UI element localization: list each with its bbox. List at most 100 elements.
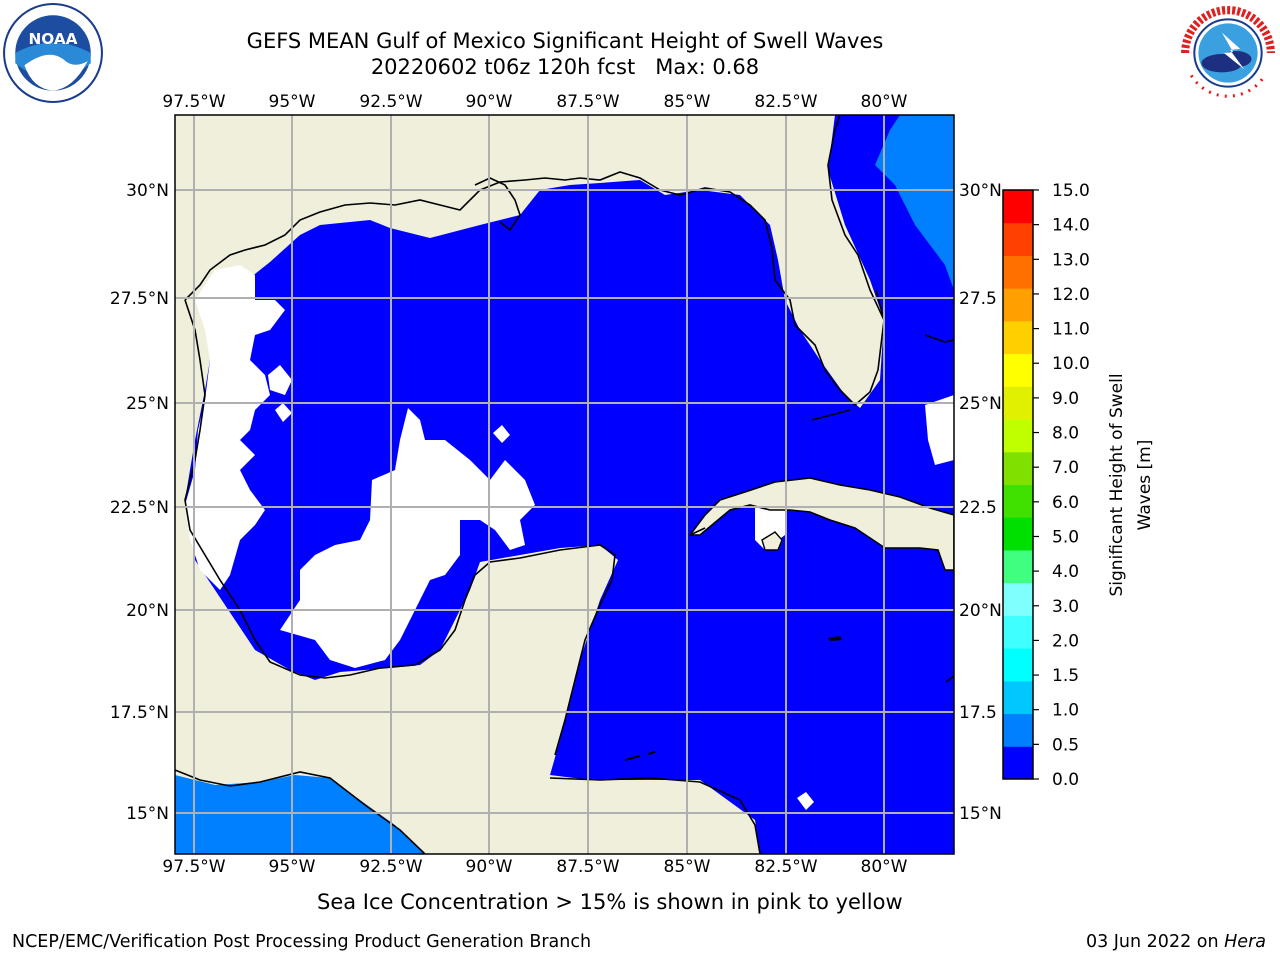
- top-lon-tick-label: 85°W: [664, 92, 711, 112]
- left-lat-tick-label: 17.5°N: [110, 703, 169, 723]
- colorbar-segment: [1003, 320, 1033, 355]
- colorbar-segment: [1003, 713, 1033, 747]
- left-lat-tick-label: 30°N: [126, 181, 169, 201]
- bahamas-island: [924, 334, 954, 343]
- jamaica-edge: [945, 675, 954, 683]
- colorbar-segment: [1003, 615, 1033, 649]
- top-lon-tick-label: 87.5°W: [556, 92, 619, 112]
- right-lat-tick-label: 27.5: [959, 289, 997, 309]
- top-lon-tick-label: 80°W: [861, 92, 908, 112]
- no-data-patch-center: [280, 408, 535, 668]
- colorbar-segment: [1003, 190, 1033, 224]
- colorbar-segment: [1003, 222, 1033, 256]
- colorbar-tick-label: 7.0: [1052, 458, 1079, 478]
- nws-logo: [1180, 5, 1276, 101]
- isla-juventud: [761, 531, 783, 551]
- top-lon-tick-label: 97.5°W: [162, 92, 225, 112]
- no-data-patch-west: [185, 265, 285, 590]
- swell-field-gulf: [185, 115, 954, 854]
- coastline-florida-east: [875, 289, 885, 321]
- right-lat-tick-label: 17.5: [959, 703, 997, 723]
- swell-field-pacific: [175, 775, 425, 854]
- bottom-lon-tick-label: 92.5°W: [359, 857, 422, 877]
- colorbar-tick-label: 15.0: [1052, 181, 1090, 201]
- map-area: [175, 115, 954, 854]
- right-lat-tick-label: 20°N: [959, 601, 1002, 621]
- colorbar: 0.0 0.5 1.0 1.5 2.0 3.0 4.0 5.0 6.0 7.0 8.0 9.0 10.0…: [1002, 181, 1090, 790]
- colorbar-segment: [1003, 648, 1033, 682]
- colorbar-segment: [1003, 746, 1033, 780]
- footer-date-text: 03 Jun 2022 on: [1085, 932, 1225, 952]
- cuba-west-tip: [689, 527, 706, 536]
- no-data-patch-small2: [198, 488, 222, 507]
- colorbar-tick-label: 12.0: [1052, 285, 1090, 305]
- coastline-gulf: [184, 115, 885, 407]
- left-lat-tick-label: 22.5°N: [110, 498, 169, 518]
- colorbar-tick-label: 13.0: [1052, 250, 1090, 270]
- colorbar-tick-label: 8.0: [1052, 424, 1079, 444]
- axis-ticks: 97.5°W 97.5°W 95°W 95°W 92.5°W 92.5°W 90°W 90°W…: [110, 92, 1002, 877]
- coastline-central-america: [549, 777, 761, 854]
- colorbar-tick-label: 1.0: [1052, 701, 1079, 721]
- colorbar-tick-label: 3.0: [1052, 597, 1079, 617]
- colorbar-tick-label: 9.0: [1052, 389, 1079, 409]
- svg-text:NOAA: NOAA: [28, 30, 77, 48]
- colorbar-segment: [1003, 451, 1033, 485]
- cuba-land: [688, 477, 954, 571]
- colorbar-tick-label: 1.5: [1052, 666, 1079, 686]
- bottom-lon-tick-label: 97.5°W: [162, 857, 225, 877]
- top-lon-tick-label: 92.5°W: [359, 92, 422, 112]
- honduras-islands: [624, 751, 656, 761]
- gridlines: [175, 115, 954, 854]
- colorbar-tick-label: 11.0: [1052, 320, 1090, 340]
- colorbar-frame: [1002, 189, 1034, 780]
- cayman-island: [828, 636, 842, 641]
- colorbar-segment: [1003, 582, 1033, 616]
- right-lat-tick-label: 15°N: [959, 804, 1002, 824]
- colorbar-tick-label: 5.0: [1052, 527, 1079, 547]
- caption: Sea Ice Concentration > 15% is shown in …: [317, 890, 903, 914]
- colorbar-tick-label: 4.0: [1052, 562, 1079, 582]
- top-lon-tick-label: 95°W: [269, 92, 316, 112]
- map-subtitle: 20220602 t06z 120h fcst Max: 0.68: [370, 55, 760, 79]
- map-title: GEFS MEAN Gulf of Mexico Significant Hei…: [246, 29, 884, 53]
- map-frame: [174, 114, 955, 855]
- bottom-lon-tick-label: 90°W: [466, 857, 513, 877]
- bottom-lon-tick-label: 80°W: [861, 857, 908, 877]
- coastline-pacific: [175, 769, 426, 854]
- colorbar-segment: [1003, 353, 1033, 387]
- colorbar-label-line1: Significant Height of Swell: [1107, 373, 1127, 596]
- left-lat-tick-label: 20°N: [126, 601, 169, 621]
- no-data-patch-small4: [268, 365, 292, 395]
- colorbar-tick-label: 0.5: [1052, 735, 1079, 755]
- noaa-logo: NOAA: [3, 3, 103, 103]
- right-lat-tick-label: 22.5: [959, 498, 997, 518]
- colorbar-tick-label: 0.0: [1052, 770, 1079, 790]
- colorbar-segment: [1003, 255, 1033, 289]
- colorbar-segment: [1003, 549, 1033, 584]
- florida-keys: [811, 409, 851, 421]
- right-lat-tick-label: 30°N: [959, 181, 1002, 201]
- no-data-patch-small1: [493, 425, 510, 443]
- no-data-patch-small6: [797, 792, 814, 810]
- colorbar-segment: [1003, 680, 1033, 715]
- left-lat-tick-label: 27.5°N: [110, 289, 169, 309]
- colorbar-segment: [1003, 517, 1033, 551]
- swell-field-atlantic: [875, 115, 954, 290]
- colorbar-tick-label: 6.0: [1052, 493, 1079, 513]
- bottom-lon-tick-label: 82.5°W: [754, 857, 817, 877]
- top-lon-tick-label: 82.5°W: [754, 92, 817, 112]
- left-lat-tick-label: 25°N: [126, 394, 169, 414]
- footer-host: Hera: [1224, 932, 1266, 952]
- colorbar-segment: [1003, 484, 1033, 518]
- colorbar-segment: [1003, 419, 1033, 453]
- colorbar-tick-label: 2.0: [1052, 631, 1079, 651]
- bottom-lon-tick-label: 95°W: [269, 857, 316, 877]
- colorbar-label-line2: Waves [m]: [1135, 440, 1155, 531]
- colorbar-segment: [1003, 288, 1033, 322]
- colorbar-segment: [1003, 386, 1033, 420]
- footer-credit: NCEP/EMC/Verification Post Processing Pr…: [12, 932, 592, 952]
- no-data-patch-small3: [275, 403, 292, 422]
- bottom-lon-tick-label: 87.5°W: [556, 857, 619, 877]
